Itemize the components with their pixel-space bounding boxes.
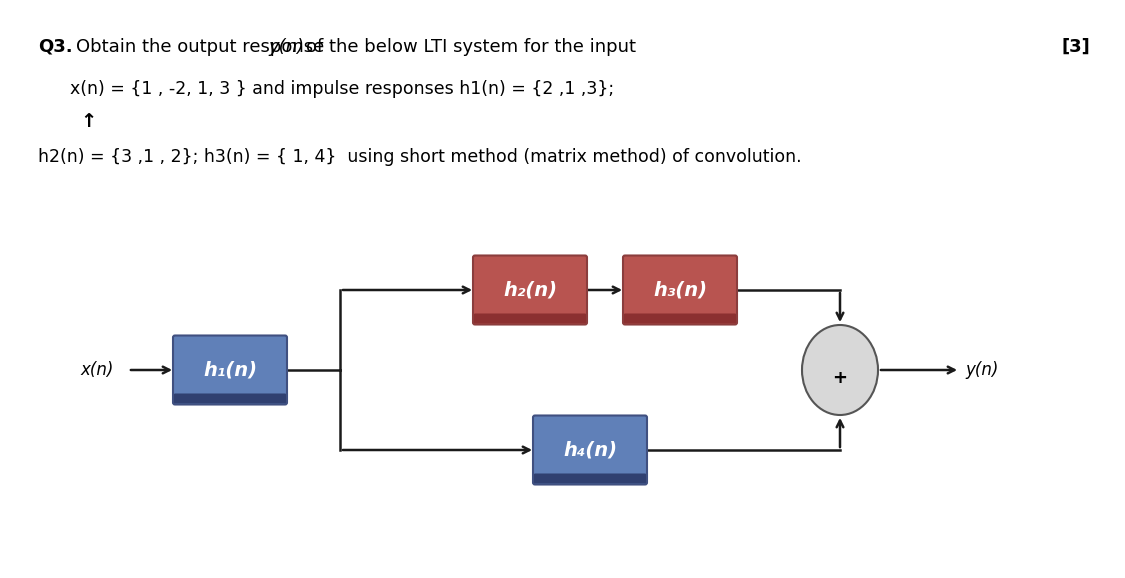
FancyBboxPatch shape <box>534 473 646 484</box>
FancyBboxPatch shape <box>474 313 586 324</box>
Text: Q3.: Q3. <box>38 38 73 56</box>
Text: h₁(n): h₁(n) <box>202 361 256 380</box>
FancyBboxPatch shape <box>623 255 737 324</box>
Text: y(n): y(n) <box>965 361 998 379</box>
Text: Obtain the output response: Obtain the output response <box>76 38 330 56</box>
FancyBboxPatch shape <box>174 394 286 403</box>
Text: of the below LTI system for the input: of the below LTI system for the input <box>306 38 636 56</box>
Text: h₄(n): h₄(n) <box>562 440 616 460</box>
Ellipse shape <box>802 325 878 415</box>
Text: h₂(n): h₂(n) <box>503 280 557 299</box>
Text: h2(n) = {3 ,1 , 2}; h3(n) = { 1, 4}  using short method (matrix method) of convo: h2(n) = {3 ,1 , 2}; h3(n) = { 1, 4} usin… <box>38 148 802 166</box>
FancyBboxPatch shape <box>472 255 587 324</box>
Text: ↑: ↑ <box>80 112 97 131</box>
Text: h₃(n): h₃(n) <box>652 280 706 299</box>
Text: y(n): y(n) <box>268 38 304 56</box>
Text: x(n) = {1 , -2, 1, 3 } and impulse responses h1(n) = {2 ,1 ,3};: x(n) = {1 , -2, 1, 3 } and impulse respo… <box>70 80 614 98</box>
FancyBboxPatch shape <box>533 416 647 484</box>
Text: [3]: [3] <box>1061 38 1090 56</box>
Text: x(n): x(n) <box>80 361 114 379</box>
FancyBboxPatch shape <box>624 313 736 324</box>
FancyBboxPatch shape <box>173 335 287 405</box>
Text: +: + <box>832 369 847 387</box>
